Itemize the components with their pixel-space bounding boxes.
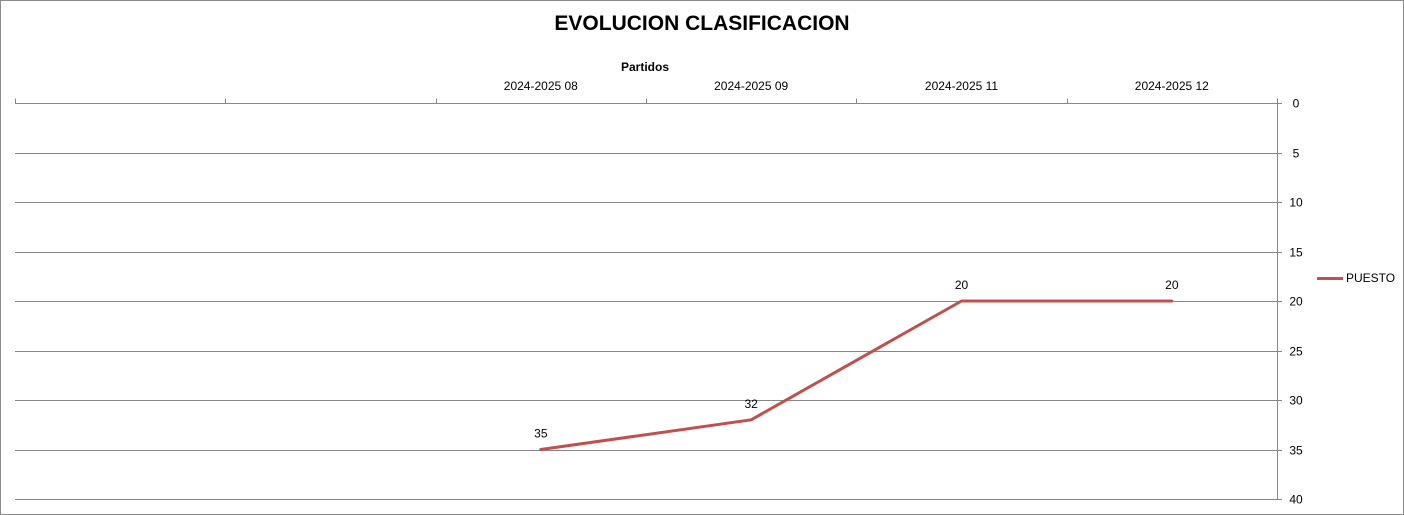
x-tick-label: 2024-2025 11 bbox=[925, 79, 999, 93]
x-tick-label: 2024-2025 09 bbox=[714, 79, 788, 93]
y-tick-label: 35 bbox=[1289, 444, 1303, 458]
x-tick-label: 2024-2025 12 bbox=[1135, 79, 1209, 93]
data-label: 32 bbox=[744, 397, 758, 411]
y-tick-label: 15 bbox=[1289, 246, 1303, 260]
axes: 0 5 10 15 20 25 30 35 40 2024-2025 08 2024-2025 09… bbox=[15, 79, 1303, 507]
x-tick-label: 2024-2025 08 bbox=[504, 79, 578, 93]
data-label: 35 bbox=[534, 427, 548, 441]
y-tick-label: 25 bbox=[1289, 345, 1303, 359]
x-axis-title: Partidos bbox=[620, 60, 669, 74]
chart-title: EVOLUCION CLASIFICACION bbox=[554, 12, 850, 35]
series-line bbox=[539, 299, 1174, 451]
y-tick-label: 30 bbox=[1289, 394, 1303, 408]
y-tick-label: 40 bbox=[1289, 493, 1303, 507]
y-tick-label: 5 bbox=[1293, 147, 1300, 161]
data-label: 20 bbox=[955, 278, 969, 292]
legend-label: PUESTO bbox=[1346, 271, 1395, 285]
series-layer: 35 32 20 20 bbox=[534, 278, 1179, 451]
gridlines bbox=[15, 153, 1277, 500]
data-label: 20 bbox=[1165, 278, 1179, 292]
legend: PUESTO bbox=[1317, 271, 1395, 285]
y-tick-label: 10 bbox=[1289, 196, 1303, 210]
y-tick-label: 20 bbox=[1289, 295, 1303, 309]
y-tick-label: 0 bbox=[1293, 97, 1300, 111]
